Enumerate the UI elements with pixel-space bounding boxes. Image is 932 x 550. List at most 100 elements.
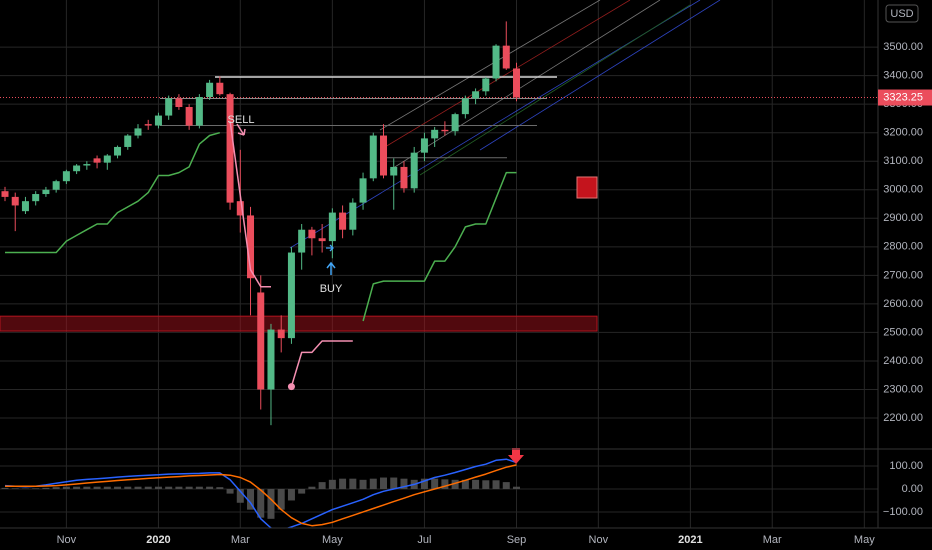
candle-body (461, 98, 469, 115)
histogram-bar (83, 486, 91, 489)
histogram-bar (359, 479, 367, 489)
histogram-bar (472, 479, 480, 489)
y-tick-label: 2300.00 (883, 383, 923, 395)
candle-body (410, 152, 418, 189)
stop-lines (5, 121, 517, 391)
x-tick-label: Sep (507, 534, 527, 546)
candle-body (21, 201, 29, 212)
candle-body (502, 45, 510, 69)
candle-body (431, 129, 439, 139)
x-tick-label: Nov (589, 534, 609, 546)
candle-body (11, 196, 19, 206)
macd-line (5, 464, 517, 527)
zones (0, 315, 598, 332)
sell-arrow (236, 123, 246, 136)
histogram-bar (42, 487, 50, 489)
histogram-bar (339, 478, 347, 489)
candle-body (114, 146, 122, 156)
histogram-bar (206, 486, 214, 489)
histogram-bar (513, 486, 520, 489)
histogram-bar (461, 479, 469, 489)
histogram-bar (308, 486, 316, 489)
channel-line (479, 0, 721, 151)
y2-tick-label: 0.00 (902, 483, 923, 495)
candle-body (93, 158, 101, 163)
stop-flip-dot (287, 383, 295, 391)
histogram-bar (400, 478, 408, 489)
candle-body (472, 91, 480, 99)
y-tick-label: 2600.00 (883, 298, 923, 310)
candle-body (62, 171, 70, 182)
y-tick-label: 2900.00 (883, 212, 923, 224)
candle-body (359, 178, 367, 203)
histogram-bar (369, 478, 377, 489)
candle-body (134, 128, 142, 136)
histogram-bar (226, 489, 234, 494)
candle-body (195, 97, 203, 126)
y-tick-label: 3200.00 (883, 127, 923, 139)
grid (0, 0, 878, 528)
y-tick-label: 3500.00 (883, 41, 923, 53)
histogram-bar (349, 478, 357, 489)
candle-body (277, 329, 285, 339)
y-tick-label: 3000.00 (883, 184, 923, 196)
histogram-bar (195, 486, 203, 489)
histogram-bar (32, 488, 40, 489)
y-tick-label: 3400.00 (883, 70, 923, 82)
candle-body (287, 252, 295, 339)
histogram-bar (114, 486, 122, 489)
channel-line (379, 0, 631, 151)
y-tick-label: 3100.00 (883, 155, 923, 167)
candle-body (298, 229, 306, 253)
candle-body (492, 45, 500, 79)
candle-body (73, 165, 81, 172)
axes: Nov 2020 Mar May Jul Sep Nov 2021 Mar May 2200.00 2… (57, 41, 932, 546)
candle-body (400, 166, 408, 189)
buy-label: BUY (320, 283, 343, 295)
candle-body (390, 166, 398, 176)
histogram-bar (103, 486, 111, 489)
histogram-bar (431, 478, 439, 489)
histogram-bar (11, 488, 19, 489)
candle-body (257, 292, 265, 390)
y-tick-label: 2700.00 (883, 269, 923, 281)
last-price-label: 3323.25 (883, 91, 923, 103)
x-tick-label: 2020 (146, 534, 170, 546)
histogram-bar (144, 486, 152, 489)
candle-body (328, 212, 336, 242)
stop-line (5, 131, 517, 322)
price-zone (0, 315, 598, 332)
buy-marker (326, 244, 334, 252)
candle-body (32, 194, 40, 202)
candle-body (451, 114, 459, 132)
stop-line (229, 121, 353, 387)
candle-body (144, 124, 152, 126)
candle-body (206, 82, 214, 98)
channel-line (379, 0, 601, 131)
histogram-bar (165, 486, 173, 489)
x-tick-label: May (854, 534, 875, 546)
y2-tick-label: −100.00 (883, 506, 923, 518)
histogram-bar (482, 480, 490, 489)
currency-box (885, 4, 919, 23)
x-tick-label: Mar (231, 534, 250, 546)
candle-body (52, 181, 60, 190)
candle-body (185, 107, 193, 126)
last-price-badge (878, 89, 932, 106)
signal-arrow (508, 448, 524, 464)
channel-line (419, 4, 691, 176)
macd (1, 458, 520, 528)
sell-label: SELL (228, 114, 255, 126)
candle-body (339, 212, 347, 230)
candle-body (226, 94, 234, 203)
x-tick-label: Jul (417, 534, 431, 546)
histogram-bar (492, 480, 500, 489)
histogram-bar (73, 486, 81, 489)
buy-arrow (326, 261, 336, 275)
candle-body (1, 191, 9, 197)
histogram-bar (124, 486, 132, 489)
histogram-bar (277, 489, 285, 510)
histogram-bar (154, 486, 162, 489)
histogram-bar (62, 486, 70, 489)
